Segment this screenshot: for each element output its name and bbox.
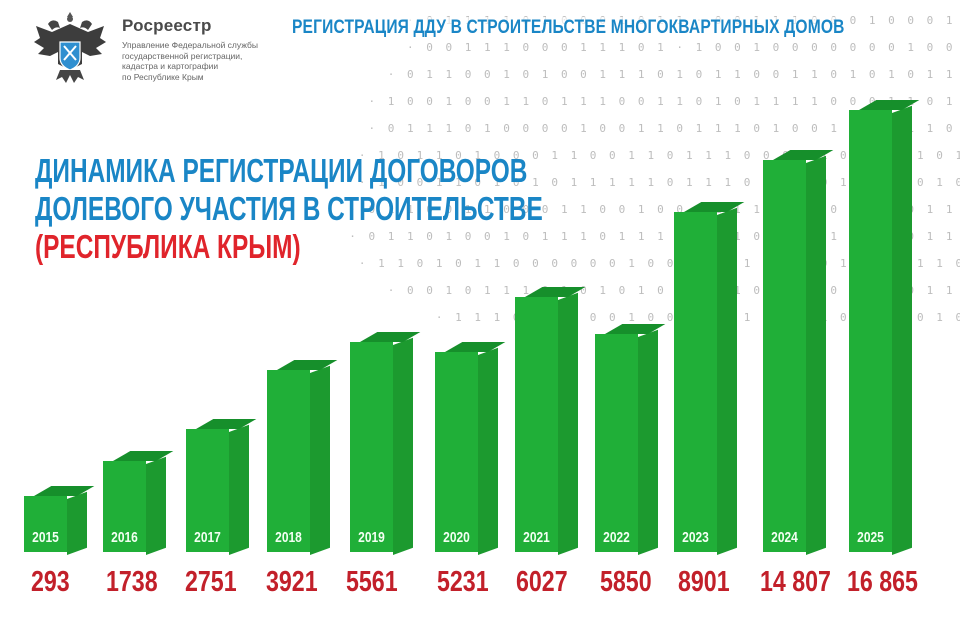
value-label-2020: 5231 [437,566,489,598]
bar-year-label: 2022 [603,529,630,546]
org-subtitle-line: по Республике Крым [122,71,204,82]
bar-2020: 2020 [435,342,506,555]
bar-year-label: 2019 [358,529,385,546]
bar-year-label: 2025 [857,529,884,546]
bar-year-label: 2024 [771,529,798,546]
value-label-2016: 1738 [106,566,158,598]
bar-year-label: 2023 [682,529,709,546]
bar-2023: 2023 [674,202,745,556]
bar-year-label: 2020 [443,529,470,546]
org-subtitle: Управление Федеральной службы государств… [122,40,272,82]
value-label-2018: 3921 [266,566,318,598]
bar-2025: 2025 [849,100,920,556]
chart-title: ДИНАМИКА РЕГИСТРАЦИИ ДОГОВОРОВ ДОЛЕВОГО … [35,152,543,266]
bar-year-label: 2017 [194,529,221,546]
bar-2015: 2015 [24,486,95,555]
value-label-2023: 8901 [678,566,730,598]
bar-2016: 2016 [103,451,174,555]
chart-title-line-1: ДИНАМИКА РЕГИСТРАЦИИ ДОГОВОРОВ [35,152,528,189]
value-label-2017: 2751 [185,566,237,598]
value-label-2022: 5850 [600,566,652,598]
bar-2022: 2022 [595,324,666,555]
bar-year-label: 2016 [111,529,138,546]
org-subtitle-line: Управление Федеральной службы [122,40,258,50]
value-label-2021: 6027 [516,566,568,598]
banner-title: РЕГИСТРАЦИЯ ДДУ В СТРОИТЕЛЬСТВЕ МНОГОКВА… [292,17,845,39]
org-subtitle-line: государственной регистрации, [122,50,243,61]
bar-2021: 2021 [515,287,586,555]
bar-year-label: 2015 [32,529,59,546]
bar-year-label: 2018 [275,529,302,546]
bar-2024: 2024 [763,150,834,556]
value-label-2024: 14 807 [760,566,831,598]
org-brand: Росреестр Управление Федеральной службы … [122,16,272,82]
value-label-2015: 293 [31,566,70,598]
chart-title-region: (РЕСПУБЛИКА КРЫМ) [35,228,301,265]
bar-2019: 2019 [350,332,421,555]
chart-title-line-2: ДОЛЕВОГО УЧАСТИЯ В СТРОИТЕЛЬСТВЕ [35,190,543,227]
bar-2018: 2018 [267,360,338,555]
org-subtitle-line: кадастра и картографии [122,61,219,71]
value-label-2019: 5561 [346,566,398,598]
double-headed-eagle-emblem-icon [34,12,106,83]
org-name: Росреестр [122,16,212,35]
value-label-2025: 16 865 [847,566,918,598]
bar-year-label: 2021 [523,529,550,546]
bar-2017: 2017 [186,419,257,555]
